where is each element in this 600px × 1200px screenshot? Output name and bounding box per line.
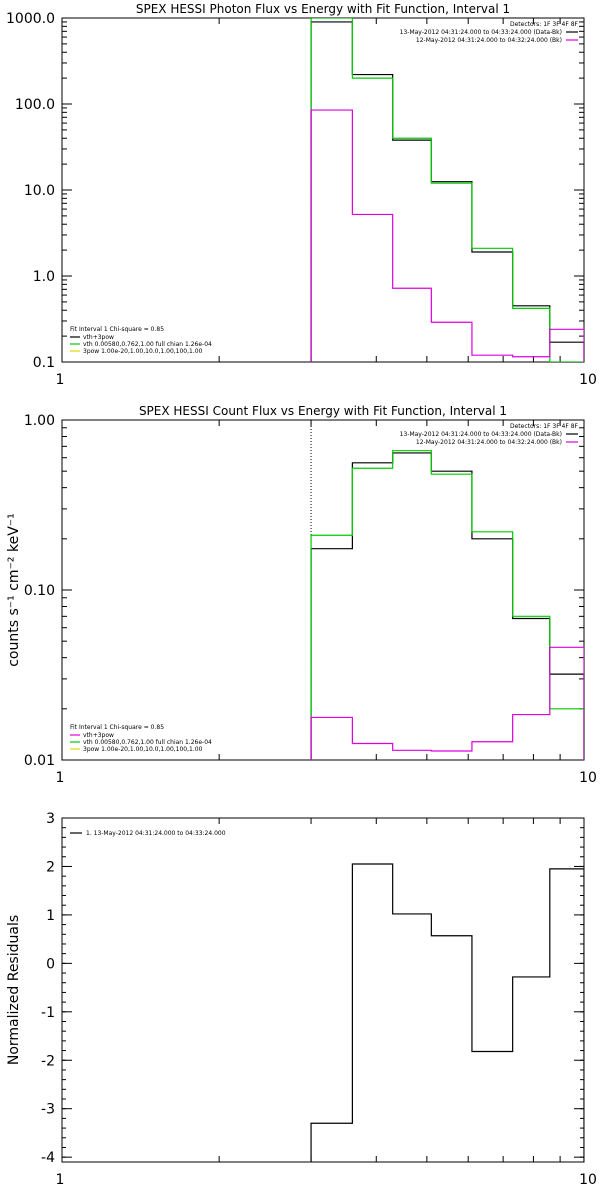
legend-entry: 12-May-2012 04:31:24.000 to 04:32:24.000… xyxy=(416,439,562,446)
y-tick-label: -3 xyxy=(41,1102,55,1118)
plot-frame xyxy=(61,817,585,1163)
legend-entry: 13-May-2012 04:31:24.000 to 04:33:24.000… xyxy=(400,431,562,438)
plot-frame xyxy=(61,419,585,761)
legend-header: Fit Interval 1 Chi-square = 0.85 xyxy=(70,724,164,731)
legend-entry: 1. 13-May-2012 04:31:24.000 to 04:33:24.… xyxy=(86,830,226,837)
legend-header: Fit Interval 1 Chi-square = 0.85 xyxy=(70,326,164,333)
legend-entry: 12-May-2012 04:31:24.000 to 04:32:24.000… xyxy=(416,37,562,44)
legend-entry: 3pow 1.00e-20,1.00,10.0,1.00,100,1.00 xyxy=(83,348,203,355)
x-tick-label: 1 xyxy=(56,372,65,388)
legend-entry: vth 0.00580,0.762,1.00 full chian 1.26e-… xyxy=(83,739,212,746)
series-1-line xyxy=(310,450,584,760)
y-tick-label: 2 xyxy=(46,859,55,875)
legend-entry: vth+3pow xyxy=(83,334,114,341)
y-tick-label: 0.1 xyxy=(33,355,55,371)
chart-panel-photon: SPEX HESSI Photon Flux vs Energy with Fi… xyxy=(6,2,597,388)
y-tick-label: 10.0 xyxy=(24,183,55,199)
x-tick-label: 1 xyxy=(56,770,65,786)
x-tick-label: 1 xyxy=(56,1172,65,1188)
x-tick-label: 10 xyxy=(579,1172,597,1188)
legend-entry: 3pow 1.00e-20,1.00,10.0,1.00,100,1.00 xyxy=(83,746,203,753)
legend-entry: 13-May-2012 04:31:24.000 to 04:33:24.000… xyxy=(400,29,562,36)
y-tick-label: 3 xyxy=(46,811,55,827)
y-tick-label: 1.0 xyxy=(33,269,55,285)
y-tick-label: 0.10 xyxy=(24,583,55,599)
legend-entry: vth 0.00580,0.762,1.00 full chian 1.26e-… xyxy=(83,341,212,348)
chart-title: SPEX HESSI Photon Flux vs Energy with Fi… xyxy=(136,2,510,16)
legend-header: Detectors: 1F 3F 4F 8F xyxy=(510,21,579,28)
x-tick-label: 10 xyxy=(579,770,597,786)
y-tick-label: -4 xyxy=(41,1150,55,1166)
y-tick-label: 0.01 xyxy=(24,753,55,769)
x-tick-label: 10 xyxy=(579,372,597,388)
y-tick-label: 1000.0 xyxy=(6,11,55,27)
chart-panel-residuals: -4 -3 -2 -1 0 1 2 3 1 10 Normalized Residuals 1. 13… xyxy=(6,811,597,1188)
y-tick-label: -1 xyxy=(41,1005,55,1021)
plot-frame xyxy=(61,17,585,363)
chart-panel-count: SPEX HESSI Count Flux vs Energy with Fit… xyxy=(6,404,597,786)
legend-entry: vth+3pow xyxy=(83,732,114,739)
series-2-line xyxy=(310,109,584,362)
series-0-line xyxy=(310,863,584,1162)
y-tick-label: 100.0 xyxy=(15,97,55,113)
y-tick-label: 1 xyxy=(46,908,55,924)
series-2-line xyxy=(310,646,584,760)
y-axis-label: counts s⁻¹ cm⁻² keV⁻¹ xyxy=(6,513,22,667)
y-tick-label: -2 xyxy=(41,1053,55,1069)
chart-title: SPEX HESSI Count Flux vs Energy with Fit… xyxy=(139,404,507,418)
legend-header: Detectors: 1F 3F 4F 8F xyxy=(510,423,579,430)
y-tick-label: 0 xyxy=(46,956,55,972)
y-axis-label: Normalized Residuals xyxy=(6,915,22,1065)
y-tick-label: 1.00 xyxy=(24,413,55,429)
